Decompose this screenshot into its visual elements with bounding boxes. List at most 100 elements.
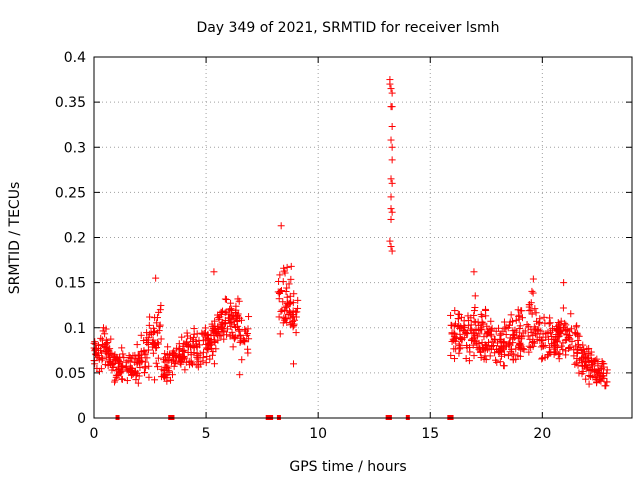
data-point [193, 343, 201, 351]
data-point [502, 331, 510, 339]
data-point [117, 369, 125, 377]
data-point [518, 307, 526, 315]
data-point [200, 329, 208, 337]
data-point [95, 367, 103, 375]
data-point [575, 369, 583, 377]
y-tick-label: 0.3 [64, 140, 86, 156]
data-point [570, 352, 578, 360]
data-point [240, 337, 248, 345]
data-point [193, 361, 201, 369]
data-point [452, 345, 460, 353]
data-point [567, 325, 575, 333]
data-point [287, 262, 295, 270]
data-point [192, 340, 200, 348]
data-point [565, 334, 573, 342]
data-point [573, 322, 581, 330]
data-point [290, 360, 298, 368]
data-point [220, 335, 228, 343]
data-point [156, 322, 164, 330]
data-point [519, 329, 527, 337]
y-tick-label: 0.1 [64, 321, 86, 337]
data-point [471, 303, 479, 311]
data-point [546, 348, 554, 356]
data-point [471, 292, 479, 300]
data-point [485, 338, 493, 346]
data-point [140, 348, 148, 356]
data-point [144, 334, 152, 342]
data-point [204, 330, 212, 338]
data-point [241, 325, 249, 333]
data-point [123, 377, 131, 385]
data-point [585, 380, 593, 388]
data-point [231, 335, 239, 343]
data-point [496, 336, 504, 344]
data-point [141, 369, 149, 377]
data-point [190, 333, 198, 341]
data-point [509, 356, 517, 364]
data-point [594, 362, 602, 370]
data-point [158, 365, 166, 373]
data-point [388, 179, 396, 187]
data-point [151, 314, 159, 322]
data-point [388, 156, 396, 164]
data-point [598, 374, 606, 382]
data-point [221, 309, 229, 317]
data-point [497, 338, 505, 346]
data-point [91, 347, 99, 355]
data-point [275, 289, 283, 297]
data-point [598, 364, 606, 372]
data-point [210, 360, 218, 368]
data-point [565, 345, 573, 353]
data-point [468, 337, 476, 345]
data-point [509, 327, 517, 335]
data-point [592, 375, 600, 383]
data-point [214, 336, 222, 344]
data-point [164, 343, 172, 351]
data-point [528, 287, 536, 295]
data-point [128, 368, 136, 376]
data-point [582, 375, 590, 383]
data-point [176, 359, 184, 367]
data-point [467, 325, 475, 333]
data-point [211, 317, 219, 325]
data-point [157, 301, 165, 309]
data-point [95, 355, 103, 363]
data-point [131, 358, 139, 366]
data-point [235, 297, 243, 305]
data-point [243, 330, 251, 338]
data-point [541, 319, 549, 327]
data-point [281, 269, 289, 277]
data-point [473, 339, 481, 347]
data-point [180, 355, 188, 363]
data-point [470, 268, 478, 276]
data-point [545, 320, 553, 328]
data-point [111, 378, 119, 386]
data-point [202, 340, 210, 348]
data-point [477, 353, 485, 361]
data-point [469, 341, 477, 349]
data-point [287, 311, 295, 319]
data-point [492, 346, 500, 354]
data-point [585, 344, 593, 352]
data-point [280, 264, 288, 272]
data-point [283, 293, 291, 301]
data-point [227, 299, 235, 307]
data-point [171, 351, 179, 359]
data-point [465, 357, 473, 365]
data-point [448, 321, 456, 329]
data-point [137, 331, 145, 339]
data-point [517, 333, 525, 341]
data-point [525, 307, 533, 315]
data-point [388, 208, 396, 216]
data-point [224, 325, 232, 333]
data-point [277, 222, 285, 230]
data-point [531, 305, 539, 313]
data-point [134, 351, 142, 359]
data-point [289, 299, 297, 307]
data-point [118, 375, 126, 383]
data-point [460, 327, 468, 335]
data-point [275, 277, 283, 285]
data-point [288, 320, 296, 328]
data-point [185, 357, 193, 365]
data-point [290, 290, 298, 298]
